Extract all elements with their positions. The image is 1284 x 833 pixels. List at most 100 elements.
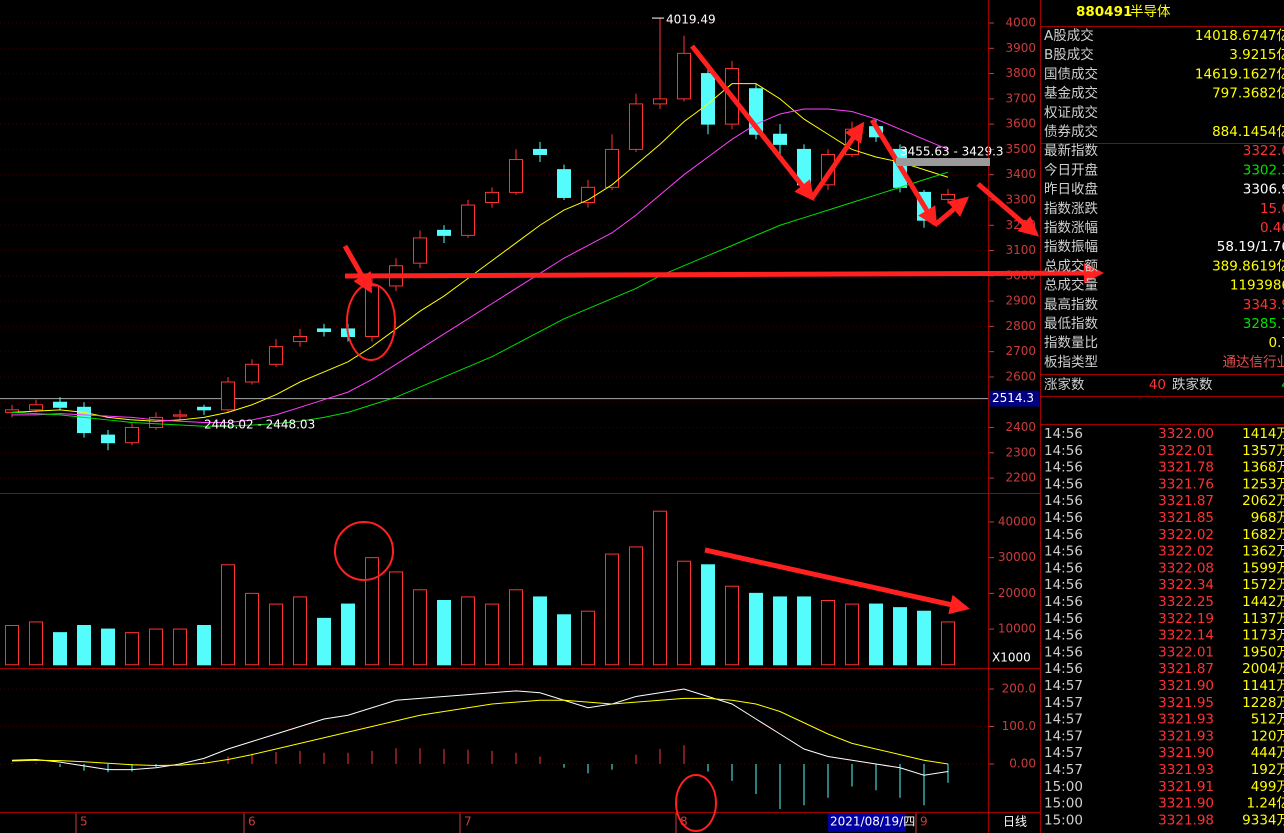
tick-price: 3321.78 xyxy=(1158,460,1214,476)
candle-body xyxy=(125,427,139,444)
volume-bar xyxy=(125,632,139,666)
candle-body xyxy=(293,336,307,343)
y-tick-label: 3800 xyxy=(1005,66,1036,80)
candle-body xyxy=(701,73,715,125)
x-tick-label: 5 xyxy=(80,815,88,829)
arrow xyxy=(934,196,970,226)
tick-time: 14:57 xyxy=(1044,712,1083,728)
y-tick-label: 3900 xyxy=(1005,41,1036,55)
y-tick-label: 4000 xyxy=(1005,16,1036,30)
row-label: 最高指数 xyxy=(1044,296,1098,313)
tick-time: 15:00 xyxy=(1044,796,1083,812)
volume-bar xyxy=(389,571,403,666)
volume-bar xyxy=(269,603,283,666)
tick-price: 3322.02 xyxy=(1158,544,1214,560)
tick-time: 14:56 xyxy=(1044,611,1083,627)
volume-bar xyxy=(701,564,715,666)
volume-bar xyxy=(725,585,739,666)
tick-volume: 1950万 xyxy=(1242,644,1284,660)
row-value: 3322.0 xyxy=(1243,143,1284,159)
y-tick-label: 2700 xyxy=(1005,344,1036,358)
tick-volume: 2004万 xyxy=(1242,661,1284,677)
volume-bar xyxy=(773,596,787,666)
volume-bar xyxy=(917,610,931,666)
annotations xyxy=(334,44,1104,832)
tick-volume: 444万 xyxy=(1251,745,1284,761)
tick-price: 3322.01 xyxy=(1158,443,1214,459)
row-value: 14619.1627亿 xyxy=(1195,66,1284,82)
cursor-date: 2021/08/19/四 xyxy=(830,815,915,829)
row-value: 797.3682亿 xyxy=(1212,86,1284,102)
tick-volume: 1137万 xyxy=(1242,611,1284,627)
row-value: 14018.6747亿 xyxy=(1195,28,1284,44)
circle xyxy=(334,521,394,581)
tick-time: 14:56 xyxy=(1044,443,1083,459)
breadth-label: 跌家数 xyxy=(1172,376,1213,393)
ma-line xyxy=(11,83,949,422)
volume-bar xyxy=(821,600,835,666)
breadth-up: 40 xyxy=(1149,377,1166,393)
row-label: 债券成交 xyxy=(1044,123,1098,140)
tick-time: 14:56 xyxy=(1044,628,1083,644)
tick-price: 3321.76 xyxy=(1158,476,1214,492)
tick-time: 14:57 xyxy=(1044,678,1083,694)
volume-bar xyxy=(245,592,259,666)
x-tick-label: 6 xyxy=(248,815,256,829)
tick-volume: 1141万 xyxy=(1242,678,1284,694)
y-tick-label: 3300 xyxy=(1005,192,1036,206)
tick-time: 14:56 xyxy=(1044,544,1083,560)
volume-bar xyxy=(5,625,19,666)
tick-volume: 2062万 xyxy=(1242,493,1284,509)
arrow xyxy=(976,182,1040,237)
y-tick-label: 200.0 xyxy=(1002,682,1036,696)
tick-price: 3322.02 xyxy=(1158,527,1214,543)
breadth-label: 涨家数 xyxy=(1044,376,1085,393)
period-label: 日线 xyxy=(1003,815,1027,829)
candle-body xyxy=(653,98,667,105)
tick-time: 14:56 xyxy=(1044,644,1083,660)
tick-price: 3321.95 xyxy=(1158,695,1214,711)
volume-bar xyxy=(509,589,523,666)
arrow xyxy=(344,263,1104,284)
row-value: 389.8619亿 xyxy=(1212,258,1284,274)
tick-price: 3321.90 xyxy=(1158,745,1214,761)
candle-body xyxy=(413,237,427,264)
row-value: 1193986 xyxy=(1230,278,1284,294)
volume-bar xyxy=(557,614,571,666)
volume-bar xyxy=(365,557,379,666)
candle-body xyxy=(437,229,451,236)
tick-price: 3321.87 xyxy=(1158,661,1214,677)
tick-volume: 1599万 xyxy=(1242,560,1284,576)
row-label: 指数振幅 xyxy=(1044,239,1098,255)
candle-body xyxy=(773,133,787,145)
volume-bar xyxy=(581,610,595,666)
candle-body xyxy=(533,148,547,155)
candle-body xyxy=(149,416,163,429)
y-tick-label: 2600 xyxy=(1005,369,1036,383)
tick-price: 3321.90 xyxy=(1158,796,1214,812)
volume-bar xyxy=(53,632,67,666)
tick-time: 14:56 xyxy=(1044,661,1083,677)
row-value: 3306.9 xyxy=(1243,182,1284,198)
arrow xyxy=(809,121,865,200)
volume-bar xyxy=(605,553,619,666)
candle-body xyxy=(197,406,211,411)
tick-time: 15:00 xyxy=(1044,812,1083,828)
tick-volume: 512万 xyxy=(1251,712,1284,728)
circle xyxy=(346,283,396,361)
range-note: 3455.63 - 3429.3 xyxy=(900,145,1004,159)
row-label: 板指类型 xyxy=(1044,354,1098,370)
volume-bar xyxy=(101,628,115,666)
volume-bar xyxy=(845,603,859,666)
row-value: 15.0 xyxy=(1260,201,1284,217)
tick-volume: 1414万 xyxy=(1242,426,1284,442)
tick-volume: 120万 xyxy=(1251,728,1284,744)
tick-volume: 968万 xyxy=(1251,510,1284,526)
y-tick-label: 2400 xyxy=(1005,420,1036,434)
tick-volume: 1682万 xyxy=(1242,527,1284,543)
volume-bar xyxy=(749,592,763,666)
candle-body xyxy=(557,169,571,198)
tick-price: 3322.14 xyxy=(1158,628,1214,644)
tick-time: 14:57 xyxy=(1044,695,1083,711)
arrow xyxy=(342,244,373,294)
